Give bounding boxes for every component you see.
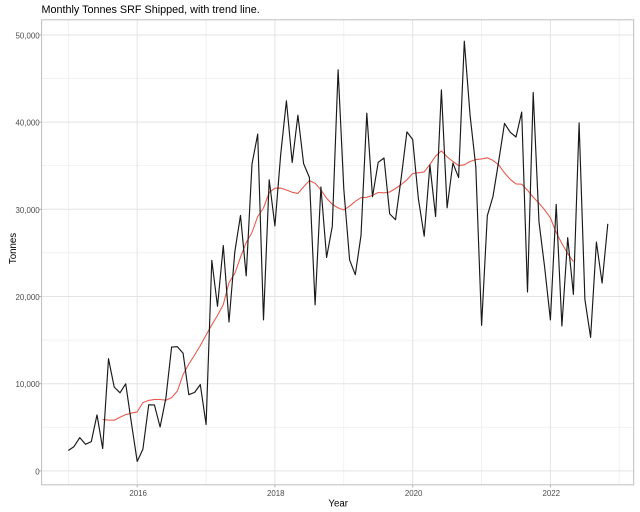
svg-text:40,000: 40,000 [16,119,41,128]
svg-text:Tonnes: Tonnes [8,233,19,264]
svg-text:2016: 2016 [129,489,147,498]
svg-text:20,000: 20,000 [16,293,41,302]
svg-text:50,000: 50,000 [16,32,41,41]
svg-text:10,000: 10,000 [16,380,41,389]
svg-text:2018: 2018 [267,489,285,498]
svg-text:Monthly Tonnes SRF Shipped, wi: Monthly Tonnes SRF Shipped, with trend l… [42,4,260,16]
svg-text:Year: Year [328,499,348,510]
svg-text:2022: 2022 [543,489,561,498]
svg-text:2020: 2020 [405,489,423,498]
svg-text:0: 0 [35,467,40,476]
svg-text:30,000: 30,000 [16,206,41,215]
